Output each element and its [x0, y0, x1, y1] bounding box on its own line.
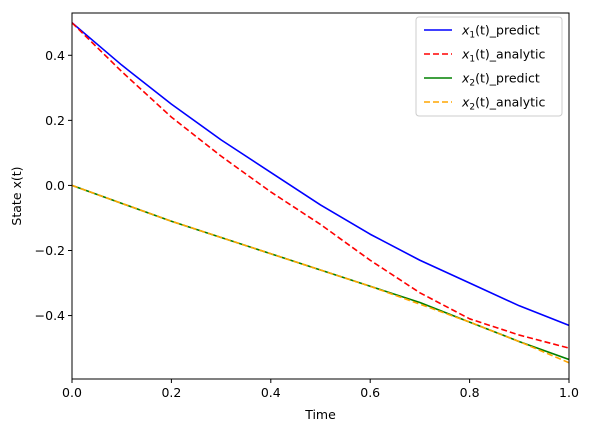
y-tick-label: −0.4 — [35, 308, 65, 323]
plot-area — [72, 22, 569, 364]
x-axis-ticks: 0.0 0.2 0.4 0.6 0.8 1.0 — [62, 379, 579, 400]
y-tick-label: −0.2 — [35, 243, 65, 258]
legend-box — [415, 16, 563, 117]
legend-sub: 1 — [469, 55, 475, 65]
x-tick-label: 0.0 — [62, 385, 82, 400]
x-tick-label: 0.2 — [161, 385, 181, 400]
series-line-1 — [72, 22, 569, 327]
legend-var: x — [461, 23, 470, 38]
y-axis-ticks: 0.4 0.2 0.0 −0.2 −0.4 — [35, 48, 72, 323]
legend-entry: x2(t)_analytic — [461, 95, 546, 113]
legend-sub: 1 — [469, 31, 475, 41]
legend-var: x — [461, 95, 470, 110]
legend-sub: 2 — [469, 103, 475, 113]
legend-var: x — [461, 47, 470, 62]
legend-entry: x2(t)_predict — [461, 71, 540, 89]
x-tick-label: 1.0 — [559, 385, 579, 400]
legend-suffix: (t)_analytic — [475, 47, 545, 62]
legend: x1(t)_predictx1(t)_analyticx2(t)_predict… — [415, 16, 563, 117]
y-tick-label: 0.0 — [45, 178, 65, 193]
x-tick-label: 0.4 — [261, 385, 281, 400]
legend-suffix: (t)_predict — [475, 71, 540, 86]
series-line-4 — [72, 184, 569, 364]
legend-var: x — [461, 71, 470, 86]
legend-suffix: (t)_analytic — [475, 95, 545, 110]
legend-sub: 2 — [469, 79, 475, 89]
series-line-2 — [72, 22, 569, 349]
legend-entry: x1(t)_predict — [461, 23, 540, 41]
axes-frame — [71, 12, 570, 380]
y-tick-label: 0.4 — [45, 48, 65, 63]
x-tick-label: 0.6 — [360, 385, 380, 400]
y-axis-label: State x(t) — [9, 166, 24, 225]
legend-entry: x1(t)_analytic — [461, 47, 546, 65]
x-axis-label: Time — [304, 407, 336, 422]
legend-suffix: (t)_predict — [475, 23, 540, 38]
y-tick-label: 0.2 — [45, 113, 65, 128]
x-tick-label: 0.8 — [460, 385, 480, 400]
